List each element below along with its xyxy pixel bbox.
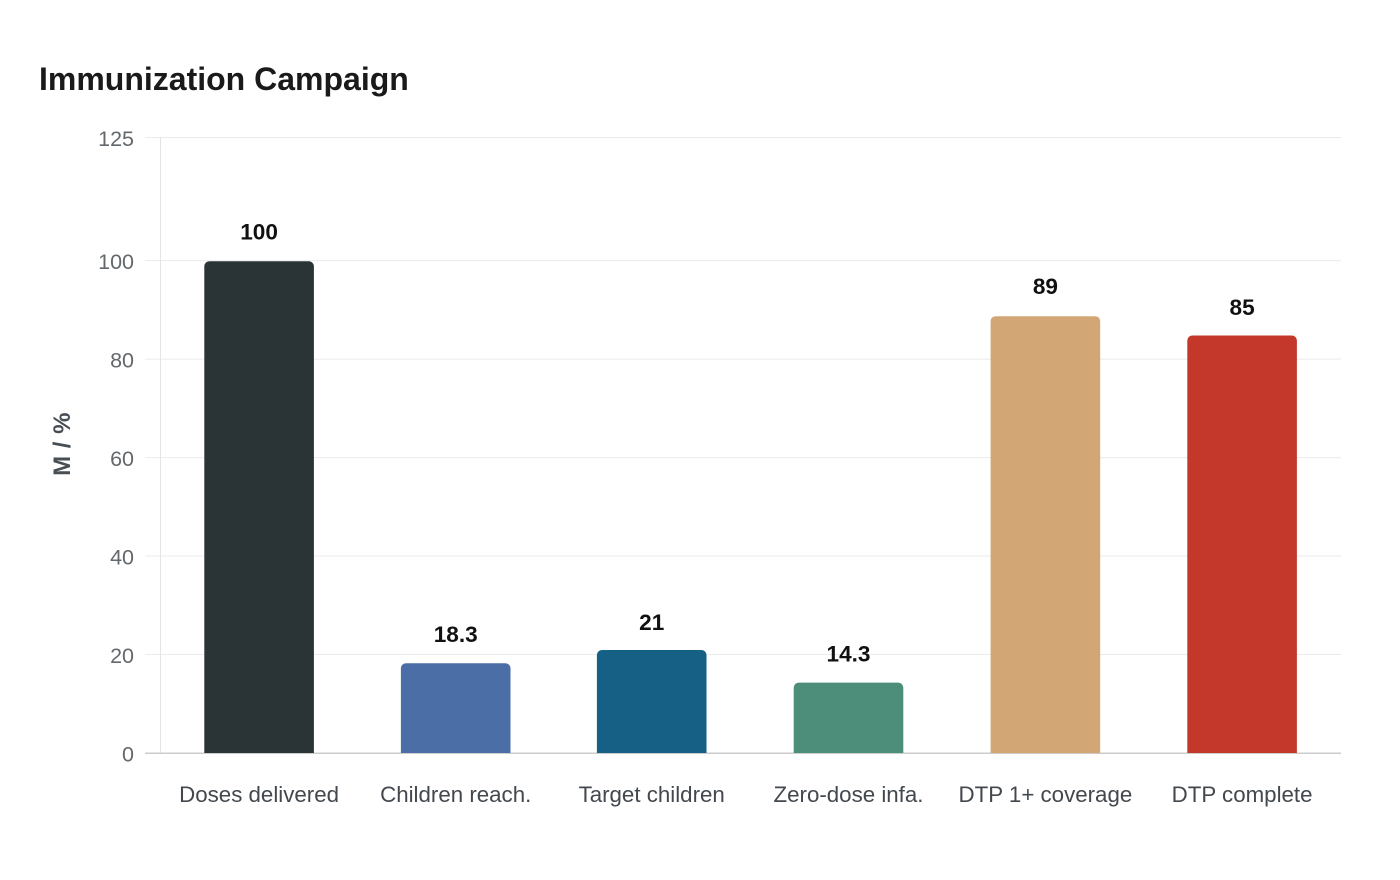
svg-text:Doses delivered: Doses delivered [179, 782, 339, 807]
svg-text:DTP complete: DTP complete [1172, 782, 1313, 807]
svg-text:M / %: M / % [49, 412, 76, 476]
svg-text:0: 0 [122, 742, 134, 766]
svg-text:DTP 1+ coverage: DTP 1+ coverage [959, 782, 1133, 807]
svg-text:89: 89 [1033, 274, 1058, 299]
svg-text:Zero-dose infa.: Zero-dose infa. [774, 782, 924, 807]
svg-text:Children reach.: Children reach. [380, 782, 531, 807]
svg-text:100: 100 [240, 220, 278, 245]
svg-text:100: 100 [98, 250, 134, 274]
svg-text:14.3: 14.3 [827, 642, 871, 667]
svg-text:Immunization Campaign: Immunization Campaign [39, 61, 409, 97]
svg-text:20: 20 [110, 644, 134, 668]
svg-text:21: 21 [639, 610, 664, 635]
svg-text:Target children: Target children [579, 782, 725, 807]
svg-text:18.3: 18.3 [434, 622, 478, 647]
svg-text:80: 80 [110, 348, 134, 372]
svg-text:85: 85 [1230, 295, 1255, 320]
svg-text:125: 125 [98, 127, 134, 151]
svg-text:40: 40 [110, 545, 134, 569]
svg-text:60: 60 [110, 447, 134, 471]
